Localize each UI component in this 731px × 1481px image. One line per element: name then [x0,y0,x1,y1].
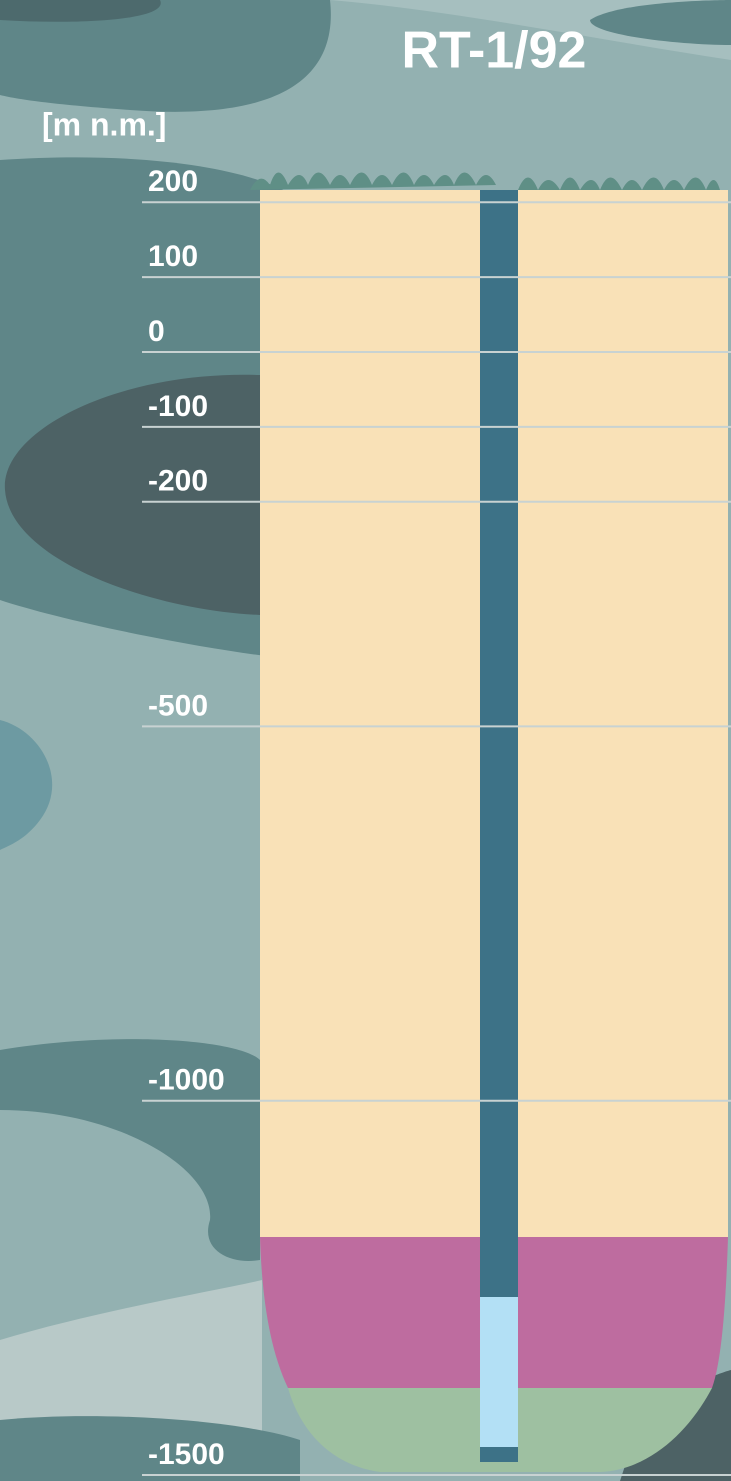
tick-label: -500 [148,689,208,722]
strata [250,172,728,1472]
well-screen [480,1297,518,1447]
tick-label: -200 [148,465,208,498]
well-casing [480,190,518,1462]
axis: 200 100 0 -100 -200 -500 -1000 -1500 [142,165,731,1477]
grass-left [250,172,496,190]
tick-label: 100 [148,240,198,273]
title: RT-1/92 [402,22,587,80]
tick-label: -100 [148,390,208,423]
grass-right [518,177,720,190]
axis-label: [m n.m.] [42,106,166,142]
tick-label: -1500 [148,1438,225,1471]
tick-label: 0 [148,315,165,348]
tick-label: -1000 [148,1064,225,1097]
tick-label: 200 [148,165,198,198]
